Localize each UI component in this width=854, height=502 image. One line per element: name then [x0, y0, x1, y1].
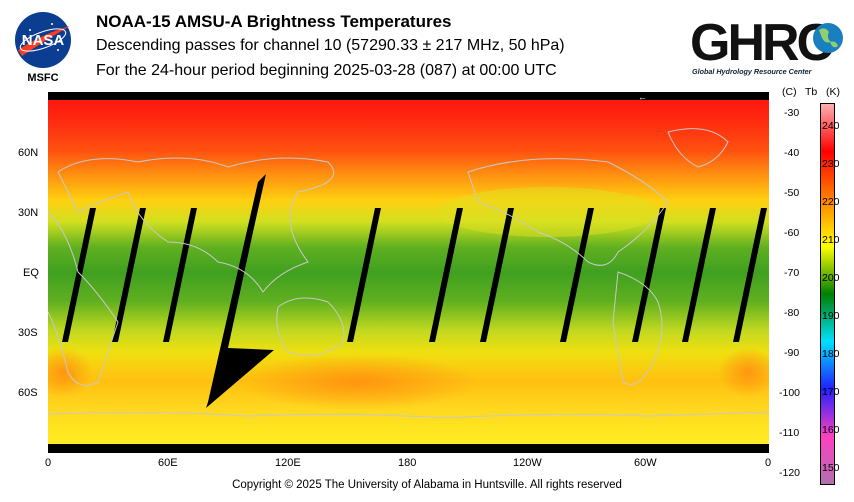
y-tick-eq: EQ [23, 267, 39, 279]
colorbar-kelvin-label: 210 [822, 234, 840, 246]
ghrc-logo-text: GHRC [690, 14, 834, 72]
copyright: Copyright © 2025 The University of Alaba… [232, 479, 622, 491]
x-tick-120e: 120E [275, 457, 301, 469]
x-tick-0-end: 0 [765, 457, 772, 469]
msfc-label: MSFC [27, 72, 58, 84]
x-tick-60w: 60W [634, 457, 657, 469]
page-title: NOAA-15 AMSU-A Brightness Temperatures [96, 12, 452, 31]
x-tick-120w: 120W [513, 457, 542, 469]
colorbar [820, 103, 835, 485]
colorbar-celsius-label: -110 [779, 427, 800, 439]
y-tick-60s: 60S [18, 387, 38, 399]
colorbar-celsius-label: -70 [784, 267, 800, 279]
colorbar-celsius-label: -50 [784, 187, 800, 199]
ghrc-sub-label: Global Hydrology Resource Center [692, 67, 813, 76]
period-text: For the 24-hour period beginning 2025-03… [96, 62, 557, 79]
x-tick-60e: 60E [158, 457, 178, 469]
nasa-logo-text: NASA [22, 32, 65, 49]
colorbar-celsius-label: -60 [784, 227, 800, 239]
colorbar-kelvin-label: 190 [822, 310, 840, 322]
colorbar-kelvin-label: 240 [822, 120, 840, 132]
colorbar-kelvin-label: 160 [822, 424, 840, 436]
colorbar-kelvin-label: 200 [822, 272, 840, 284]
nasa-logo: NASA MSFC [15, 12, 71, 84]
x-tick-180: 180 [398, 457, 417, 469]
colorbar-celsius-label: -120 [779, 467, 801, 479]
colorbar-kelvin-label: 220 [822, 196, 840, 208]
colorbar-kelvin-label: 150 [822, 462, 840, 474]
colorbar-celsius-label: -30 [784, 107, 800, 119]
colorbar-celsius-label: -90 [784, 347, 800, 359]
colorbar-kelvin-label: 230 [822, 158, 840, 170]
x-tick-0: 0 [45, 457, 52, 469]
colorbar-celsius-label: -100 [779, 387, 801, 399]
colorbar-kelvin-label: 170 [822, 386, 840, 398]
y-tick-30n: 30N [18, 207, 39, 219]
colorbar-header-k: (K) [826, 86, 840, 98]
y-tick-60n: 60N [18, 147, 39, 159]
svg-text:←: ← [638, 92, 647, 102]
brightness-temperature-map: ← [48, 92, 769, 453]
colorbar-header-tb: Tb [805, 86, 818, 98]
page-subtitle: Descending passes for channel 10 (57290.… [96, 37, 565, 54]
y-tick-30s: 30S [18, 327, 38, 339]
ghrc-logo: GHRC Global Hydrology Resource Center [690, 14, 843, 76]
colorbar-kelvin-label: 180 [822, 348, 840, 360]
colorbar-celsius-label: -80 [784, 307, 800, 319]
colorbar-celsius-label: -40 [784, 147, 800, 159]
colorbar-header-c: (C) [782, 86, 797, 98]
